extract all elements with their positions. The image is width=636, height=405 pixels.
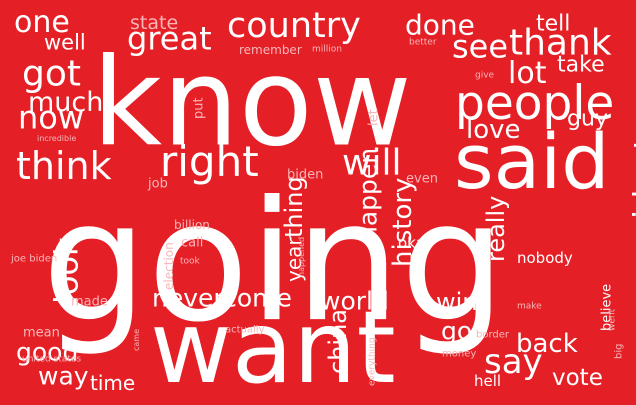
word-great: great [127, 19, 212, 58]
word-said: said [454, 116, 610, 206]
word-united-states: united states [22, 354, 82, 365]
word-made: made [71, 294, 108, 310]
word-put: put [191, 97, 207, 119]
word-think: think [16, 143, 112, 188]
word-way: way [38, 361, 89, 391]
word-well: well [44, 30, 86, 55]
word-job: job [148, 176, 168, 192]
word-incredible: incredible [37, 134, 77, 144]
word-million: million [312, 44, 342, 55]
word-world: world [320, 286, 389, 316]
word-done: done [405, 8, 475, 42]
word-got: got [22, 53, 81, 95]
word-win: win [436, 288, 478, 317]
word-happened: happened [297, 236, 307, 277]
word-one: one [14, 4, 70, 40]
word-call: call [181, 235, 204, 251]
word-okay: okay [398, 233, 434, 252]
word-went: went [607, 308, 618, 331]
word-see: see [452, 27, 509, 66]
word-everything: everything [367, 337, 378, 386]
word-election: election [162, 242, 177, 290]
word-thank: thank [509, 22, 612, 64]
word-happen: happen [353, 147, 383, 242]
word-border: border [476, 329, 510, 341]
word-president: president [626, 137, 636, 288]
word-lot: lot [508, 55, 547, 91]
word-make: make [517, 301, 542, 312]
word-back: back [516, 328, 578, 359]
word-good: good [16, 337, 79, 367]
word-billion: billion [174, 218, 210, 233]
word-u: u [409, 247, 422, 270]
word-better: better [409, 37, 437, 48]
word-state: state [130, 11, 179, 34]
word-hell: hell [474, 371, 502, 390]
word-much: much [28, 87, 104, 119]
word-mean: mean [23, 325, 60, 341]
word-even: even [406, 171, 438, 187]
word-want: want [150, 289, 396, 405]
word-time: time [90, 371, 136, 396]
word-say: say [484, 341, 543, 382]
word-go: go [441, 316, 473, 346]
word-thing: thing [280, 176, 309, 238]
word-now: now [18, 98, 85, 137]
word-country: country [227, 6, 361, 47]
word-remember: remember [239, 43, 302, 58]
word-tell: tell [536, 11, 571, 37]
word-love: love [466, 114, 521, 145]
word-joe-biden: joe biden [11, 253, 58, 265]
word-give: give [475, 70, 495, 81]
word-china: china [324, 309, 353, 374]
word-nobody: nobody [517, 248, 573, 267]
word-people: people [455, 76, 615, 132]
word-big: big [613, 343, 625, 359]
word-going: going [42, 166, 506, 360]
word-let: let [366, 109, 382, 126]
word-actually: actually [225, 324, 265, 336]
word-came: came [132, 328, 142, 351]
word-vote: vote [552, 364, 603, 391]
word-know: know [92, 32, 412, 174]
word-nevercome: nevercome [152, 283, 292, 313]
word-take: take [557, 52, 605, 78]
word-biden: biden [287, 167, 324, 183]
word-guy: guy [567, 106, 608, 132]
word-right: right [160, 136, 259, 186]
word-will: will [342, 142, 402, 184]
word-took: took [180, 256, 200, 267]
word-really: really [482, 195, 511, 262]
word-money: money [442, 348, 477, 360]
